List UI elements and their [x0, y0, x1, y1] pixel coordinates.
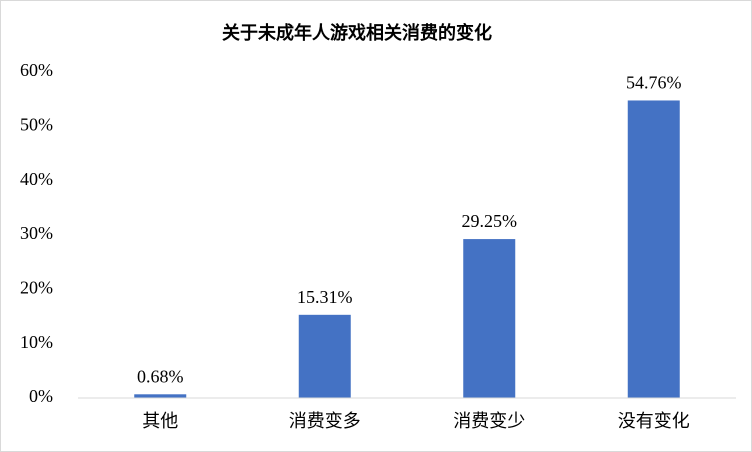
- x-tick-label: 没有变化: [618, 411, 690, 431]
- y-tick-label: 60%: [20, 60, 53, 80]
- y-tick-label: 10%: [20, 332, 53, 352]
- bar: [463, 239, 516, 398]
- bar: [627, 100, 680, 398]
- bar: [134, 394, 187, 398]
- y-tick-label: 20%: [20, 277, 53, 297]
- value-label: 0.68%: [137, 366, 184, 386]
- bar: [298, 314, 351, 398]
- y-tick-label: 30%: [20, 223, 53, 243]
- chart-title: 关于未成年人游戏相关消费的变化: [222, 22, 492, 43]
- value-label: 15.31%: [297, 287, 353, 307]
- value-label: 29.25%: [462, 211, 518, 231]
- x-tick-label: 其他: [142, 411, 178, 431]
- x-tick-label: 消费变少: [453, 411, 525, 431]
- value-label: 54.76%: [626, 73, 682, 93]
- y-tick-label: 50%: [20, 114, 53, 134]
- y-tick-label: 0%: [29, 386, 53, 406]
- x-tick-label: 消费变多: [289, 411, 361, 431]
- y-tick-label: 40%: [20, 169, 53, 189]
